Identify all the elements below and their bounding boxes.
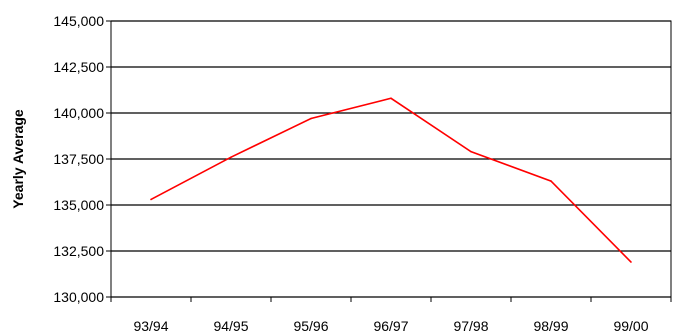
data-point <box>470 150 472 153</box>
x-tick-label: 94/95 <box>213 318 248 334</box>
data-point <box>150 198 152 201</box>
gridlines <box>111 20 671 298</box>
data-point <box>390 97 392 100</box>
y-tick-label: 140,000 <box>53 105 104 121</box>
data-point <box>310 117 312 120</box>
y-tick-label: 132,500 <box>53 243 104 259</box>
y-axis-ticks: 130,000 132,500 135,000 137,500 140,000 142,5… <box>53 13 111 305</box>
series-group <box>150 97 632 263</box>
x-tick-label: 96/97 <box>373 318 408 334</box>
x-tick-label: 98/99 <box>533 318 568 334</box>
series-line <box>150 97 632 263</box>
x-tick-label: 97/98 <box>453 318 488 334</box>
data-point <box>550 180 552 182</box>
y-axis-title: Yearly Average <box>10 109 26 209</box>
x-axis-ticks: 93/94 94/95 95/96 96/97 97/98 98/99 99/00 <box>110 297 672 334</box>
y-tick-label: 130,000 <box>53 289 104 305</box>
y-tick-label: 135,000 <box>53 197 104 213</box>
x-tick-label: 99/00 <box>613 318 648 334</box>
y-tick-label: 142,500 <box>53 59 104 75</box>
y-tick-label: 145,000 <box>53 13 104 29</box>
y-tick-label: 137,500 <box>53 151 104 167</box>
data-point <box>630 261 632 263</box>
x-tick-label: 95/96 <box>293 318 328 334</box>
data-point <box>230 156 232 158</box>
x-tick-label: 93/94 <box>133 318 168 334</box>
